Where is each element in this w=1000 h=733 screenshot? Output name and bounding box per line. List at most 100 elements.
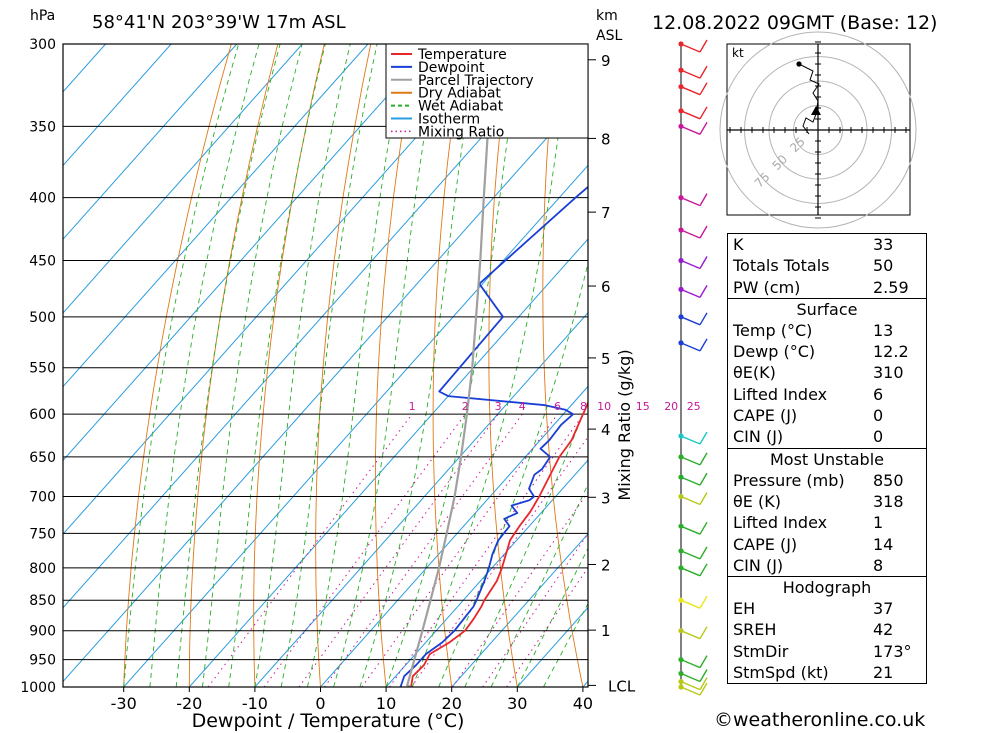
wind-barb-shaft <box>680 495 701 506</box>
dry-adiabat-line <box>374 44 418 687</box>
stat-row: PW (cm) 2.59 <box>728 277 926 298</box>
pressure-tick-label: 450 <box>29 254 56 270</box>
stat-label: Pressure (mb) <box>733 470 845 490</box>
stat-row: Pressure (mb) 850 <box>728 470 926 491</box>
mixing-ratio-label: 20 <box>664 400 678 413</box>
stat-value: 12.2 <box>873 342 909 362</box>
stat-value: 310 <box>873 363 904 383</box>
series-line-parcel-trajectory <box>406 61 498 687</box>
wind-barb-flag <box>699 193 708 206</box>
stat-value: 33 <box>873 235 894 254</box>
dry-adiabat-line <box>646 44 714 687</box>
x-tick-label: 40 <box>573 694 593 713</box>
background-lines <box>63 44 714 687</box>
stat-label: Dewp (°C) <box>733 342 816 362</box>
pressure-tick-label: 750 <box>29 526 56 542</box>
pressure-tick-label: 950 <box>29 653 56 669</box>
isotherm-line <box>188 238 588 687</box>
stat-value: 8 <box>873 555 884 575</box>
wind-barb-flag <box>699 285 708 298</box>
stat-label: CAPE (J) <box>733 534 798 554</box>
stat-label: K <box>733 235 744 254</box>
legend-label: Dry Adiabat <box>418 86 501 102</box>
x-tick-label: 10 <box>376 694 396 713</box>
isotherm-line <box>63 44 303 314</box>
wind-barb-flag <box>699 677 708 690</box>
wet-adiabat-line <box>516 547 588 687</box>
stat-row: CAPE (J) 0 <box>728 405 926 426</box>
hodograph-unit: kt <box>732 46 744 60</box>
wet-adiabat-line <box>464 400 588 687</box>
pressure-tick-label: 850 <box>29 593 56 609</box>
stat-value: 13 <box>873 320 894 340</box>
wind-barb-flag <box>699 431 708 445</box>
wind-barb-flag <box>699 521 708 535</box>
pressure-tick-label: 350 <box>29 119 56 135</box>
isotherm-line <box>254 311 588 687</box>
unit-asl: ASL <box>596 28 622 44</box>
wet-adiabat-line <box>228 44 326 687</box>
wet-adiabat-line <box>543 602 588 687</box>
wind-barb-flag <box>699 82 708 96</box>
km-tick-label: 6 <box>601 278 611 296</box>
surface-title: Surface <box>796 299 858 319</box>
pressure-tick-label: 650 <box>29 450 56 466</box>
stat-value: 1 <box>873 513 884 533</box>
stat-label: EH <box>733 599 756 619</box>
mixing-ratio-line <box>263 413 466 687</box>
wind-barb-shaft <box>680 435 701 445</box>
mixing-ratio-line <box>482 533 588 687</box>
km-tick-label: 7 <box>601 204 611 222</box>
mixing-ratio-line <box>298 413 499 687</box>
hodograph-endpoint <box>796 61 802 67</box>
km-tick-label: 8 <box>601 130 611 148</box>
unit-km: km <box>596 8 618 24</box>
wind-barb-shaft <box>680 288 701 299</box>
wet-adiabat-line <box>175 44 281 687</box>
pressure-tick-label: 800 <box>29 561 56 577</box>
wind-barb-shaft <box>680 316 701 326</box>
pressure-tick-label: 600 <box>29 407 56 423</box>
wind-barb-shaft <box>680 342 701 352</box>
km-tick-label: 3 <box>601 489 611 507</box>
stat-value: 14 <box>873 534 894 554</box>
stat-label: CIN (J) <box>733 555 784 575</box>
stat-row: EH 37 <box>728 598 926 619</box>
stat-row: Lifted Index 6 <box>728 384 926 405</box>
mixing-ratio-line <box>506 566 588 687</box>
isotherm-line <box>63 44 369 388</box>
surface-section: Surface Temp (°C) 13 Dewp (°C) 12.2 θE(K) 310… <box>728 297 926 448</box>
wind-barb-flag <box>699 312 708 326</box>
isotherm-line <box>63 44 172 167</box>
stat-label: θE(K) <box>733 363 776 383</box>
mixing-ratio-line <box>361 413 558 687</box>
stat-label: SREH <box>733 620 777 640</box>
stat-value: 0 <box>873 406 884 426</box>
hodograph-section: Hodograph EH 37 SREH 42 StmDir 173° StmSpd (kt… <box>728 576 926 683</box>
unit-hpa: hPa <box>30 8 55 24</box>
stat-value: 2.59 <box>873 277 909 297</box>
legend-label: Mixing Ratio <box>418 124 504 140</box>
wind-barb-shaft <box>680 680 701 691</box>
stat-label: θE (K) <box>733 491 781 511</box>
stat-value: 50 <box>873 256 894 276</box>
datetime-title: 12.08.2022 09GMT (Base: 12) <box>652 12 937 34</box>
pressure-tick-label: 900 <box>29 624 56 640</box>
stat-label: CIN (J) <box>733 427 784 447</box>
indices-table: K 33 Totals Totals 50 PW (cm) 2.59 Surface Te… <box>727 233 927 685</box>
stat-row: θE(K) 310 <box>728 362 926 383</box>
stat-row: Dewp (°C) 12.2 <box>728 341 926 362</box>
wind-barb-shaft <box>680 672 701 683</box>
km-tick-label: 4 <box>601 421 611 439</box>
stat-label: Lifted Index <box>733 384 828 404</box>
wind-barb-flag <box>699 595 708 609</box>
dry-adiabat-line <box>253 44 325 687</box>
stat-label: Temp (°C) <box>733 320 813 340</box>
wet-adiabat-line <box>385 44 522 687</box>
isotherm-line <box>63 90 588 683</box>
mixing-ratio-label: 1 <box>409 400 416 413</box>
stat-value: 850 <box>873 470 904 490</box>
axes: 1 2 3 4 6 8 10 15 20 2530035040045050055060065070… <box>20 37 700 713</box>
